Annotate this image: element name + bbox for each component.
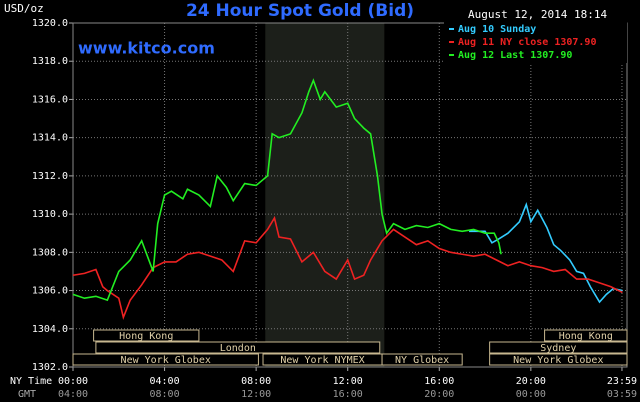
gmt-tick-label: 20:00 <box>424 389 454 400</box>
session-label: London <box>220 343 256 354</box>
x-tick-label: 12:00 <box>333 376 363 387</box>
y-tick-label: 1320.0 <box>32 18 68 29</box>
legend-label: Aug 10 Sunday <box>458 24 536 35</box>
session-box <box>72 353 259 366</box>
gmt-tick-label: 00:00 <box>516 389 546 400</box>
gmt-tick-label: 04:00 <box>58 389 88 400</box>
y-tick-label: 1308.0 <box>32 247 68 258</box>
y-tick-label: 1302.0 <box>32 362 68 373</box>
session-box <box>489 353 628 366</box>
session-label: Sydney <box>540 343 576 354</box>
x-tick-label: 04:00 <box>150 376 180 387</box>
x-tick-label: 16:00 <box>424 376 454 387</box>
y-axis-label: USD/oz <box>4 2 44 15</box>
y-tick-label: 1312.0 <box>32 171 68 182</box>
y-tick-label: 1306.0 <box>32 286 68 297</box>
y-tick-label: 1316.0 <box>32 94 68 105</box>
gmt-tick-label: 03:59 <box>607 389 637 400</box>
session-label: Hong Kong <box>559 331 613 342</box>
y-tick-label: 1314.0 <box>32 133 68 144</box>
x-tick-label: 23:59 <box>607 376 637 387</box>
y-tick-label: 1304.0 <box>32 324 68 335</box>
gmt-tick-label: 16:00 <box>333 389 363 400</box>
y-tick-label: 1310.0 <box>32 209 68 220</box>
session-label: New York NYMEX <box>280 355 364 366</box>
subtitle: www.kitco.com <box>78 39 215 58</box>
session-box <box>95 341 381 354</box>
row-label: NY Time <box>10 376 52 387</box>
price-line <box>72 215 623 320</box>
session-box <box>381 353 463 366</box>
legend-label: Aug 12 Last 1307.90 <box>458 50 572 61</box>
session-label: Hong Kong <box>119 331 173 342</box>
legend-box <box>444 22 627 63</box>
timestamp: August 12, 2014 18:14 <box>468 8 607 21</box>
y-tick-label: 1318.0 <box>32 56 68 67</box>
session-label: New York Globex <box>121 355 211 366</box>
row-label: GMT <box>18 389 36 400</box>
chart-title: 24 Hour Spot Gold (Bid) <box>186 1 414 21</box>
gmt-tick-label: 08:00 <box>150 389 180 400</box>
x-tick-label: 08:00 <box>241 376 271 387</box>
price-line <box>469 202 623 304</box>
session-box <box>93 329 200 342</box>
session-label: NY Globex <box>395 355 449 366</box>
plot-frame <box>72 22 628 368</box>
session-box <box>489 341 628 354</box>
legend-label: Aug 11 NY close 1307.90 <box>458 37 596 48</box>
x-tick-label: 20:00 <box>516 376 546 387</box>
highlight-band <box>265 23 385 367</box>
price-line <box>72 78 502 302</box>
plot-area <box>69 22 628 371</box>
session-label: New York Globex <box>513 355 603 366</box>
x-tick-label: 00:00 <box>58 376 88 387</box>
gmt-tick-label: 12:00 <box>241 389 271 400</box>
session-box <box>544 329 628 342</box>
